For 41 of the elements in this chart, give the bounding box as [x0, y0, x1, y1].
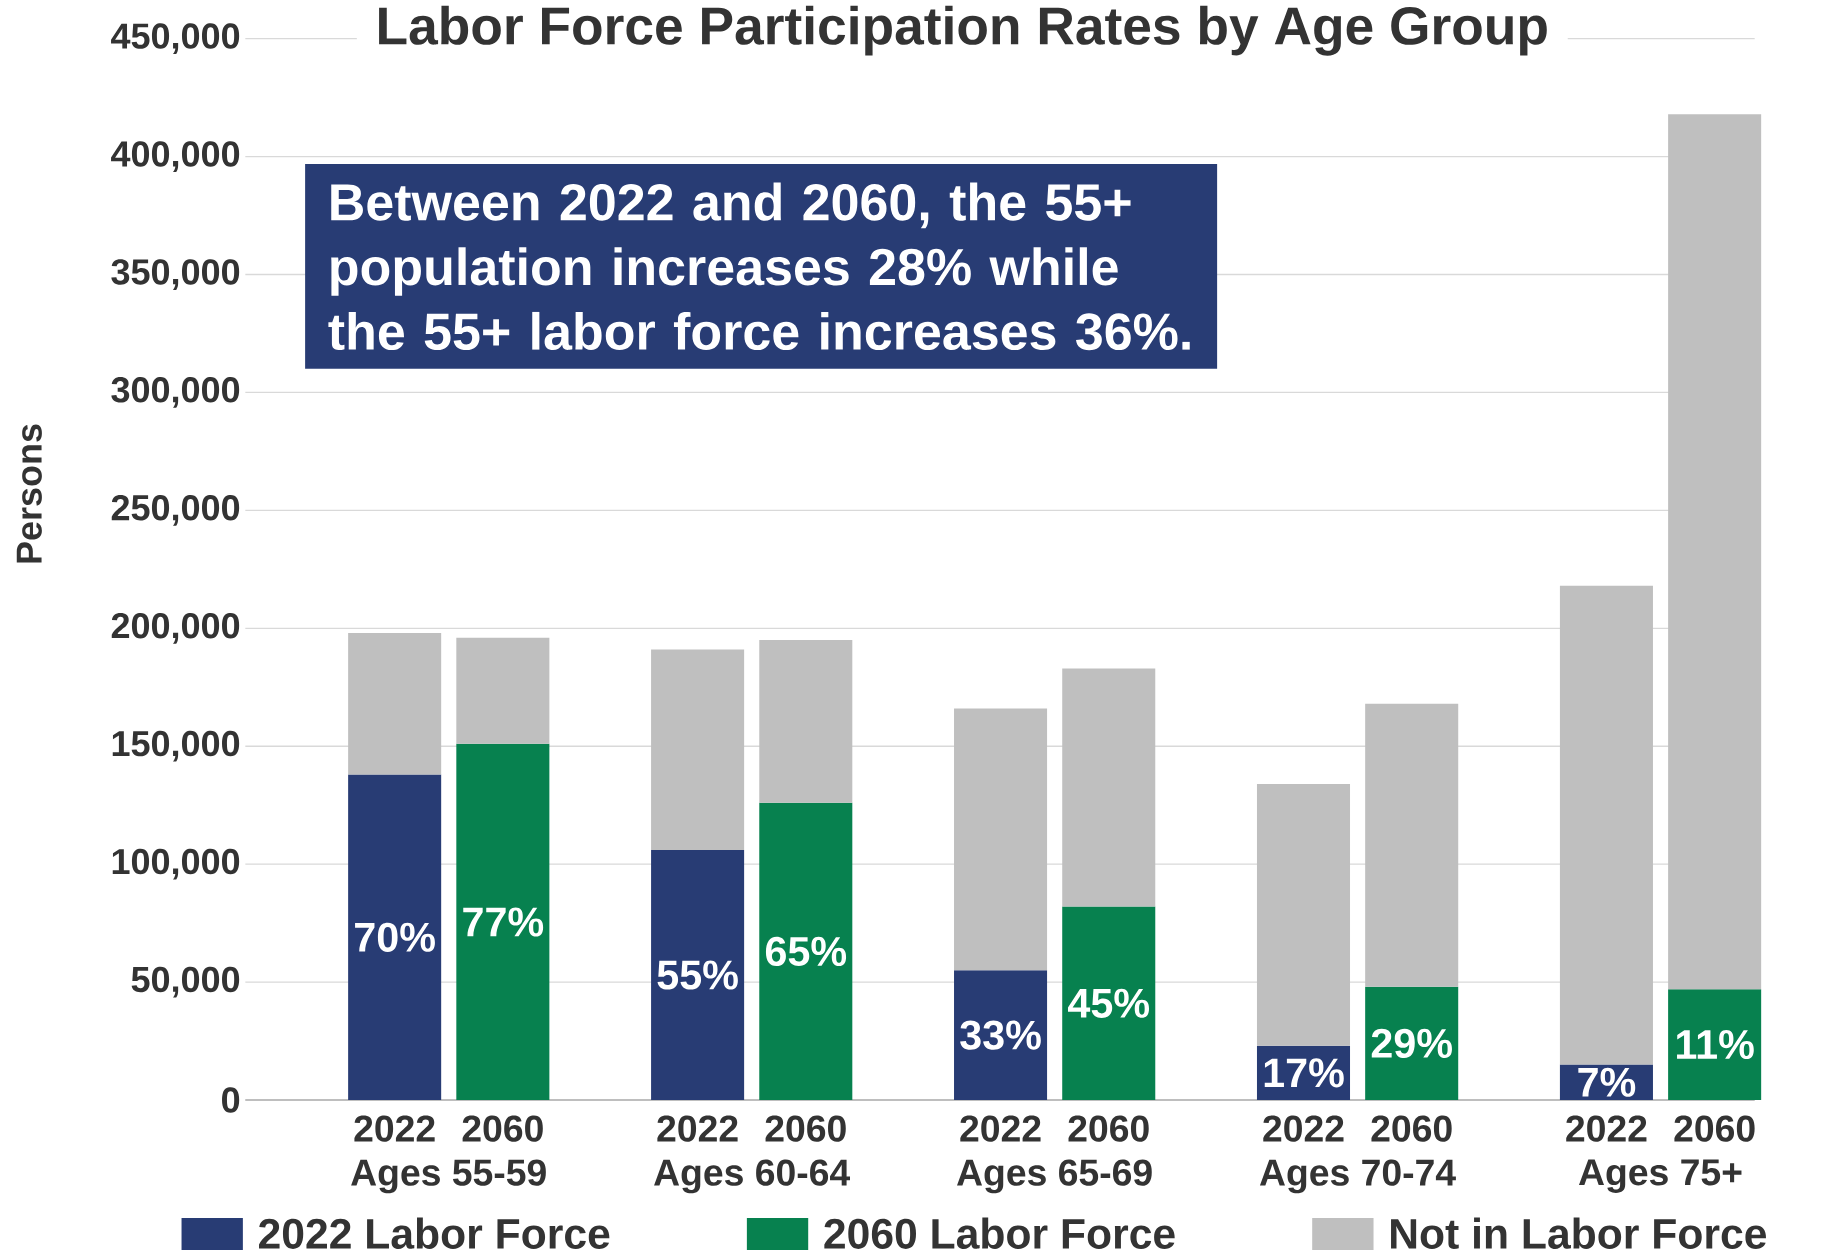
y-tick-label: 250,000: [111, 495, 240, 526]
y-axis-title: Persons: [16, 424, 42, 563]
x-tick-label: 2060: [1674, 1115, 1755, 1142]
annotation: 77%: [463, 907, 544, 937]
y-tick-label: 0: [222, 1087, 240, 1113]
y-tick-label: 200,000: [111, 612, 240, 644]
text: Ages 70-74: [1259, 1159, 1456, 1194]
y-tick-label: 400,000: [111, 141, 240, 172]
text: Ages 75+: [1578, 1159, 1742, 1193]
annotation: 11%: [1677, 1030, 1754, 1060]
text: Ages 65-69: [956, 1159, 1152, 1194]
y-tick-label: 150,000: [112, 730, 240, 762]
y-tick-label: 300,000: [111, 377, 240, 408]
x-tick-label: 2060: [1068, 1115, 1149, 1142]
annotation: 17%: [1264, 1058, 1344, 1088]
chart-title: Labor Force Participation Rates by Age Group: [379, 5, 1547, 56]
annotation: 7%: [1578, 1067, 1636, 1097]
text: Ages 55-59: [351, 1159, 546, 1194]
y-tick-label: 50,000: [131, 966, 240, 998]
x-tick-label: 2022: [354, 1115, 435, 1142]
legend-label: 2060 Labor Force: [824, 1217, 1175, 1249]
y-tick-label: 450,000: [111, 23, 240, 55]
annotation: 65%: [765, 936, 847, 967]
legend-label: 2022 Labor Force: [259, 1217, 610, 1249]
x-tick-label: 2060: [462, 1115, 543, 1142]
legend-label: Not in Labor Force: [1391, 1217, 1767, 1249]
annotation: 29%: [1371, 1028, 1452, 1059]
annotation: 70%: [355, 922, 435, 952]
x-tick-label: 2022: [1566, 1115, 1647, 1142]
x-tick-label: 2022: [1263, 1115, 1344, 1142]
annotation: 55%: [657, 960, 738, 990]
x-tick-label: 2060: [1371, 1115, 1452, 1142]
x-tick-label: 2022: [657, 1115, 738, 1142]
x-tick-label: 2060: [765, 1115, 846, 1142]
annotation: 33%: [960, 1020, 1041, 1050]
annotation: 45%: [1068, 988, 1150, 1018]
text: Ages 60-64: [654, 1159, 850, 1194]
y-tick-label: 350,000: [111, 259, 240, 290]
annotation: Between 2022 and 2060, the 55+ population increases 28% while the 55+ labor force increases 36%.: [328, 182, 1190, 351]
y-tick-label: 100,000: [112, 848, 240, 880]
x-tick-label: 2022: [960, 1115, 1041, 1142]
